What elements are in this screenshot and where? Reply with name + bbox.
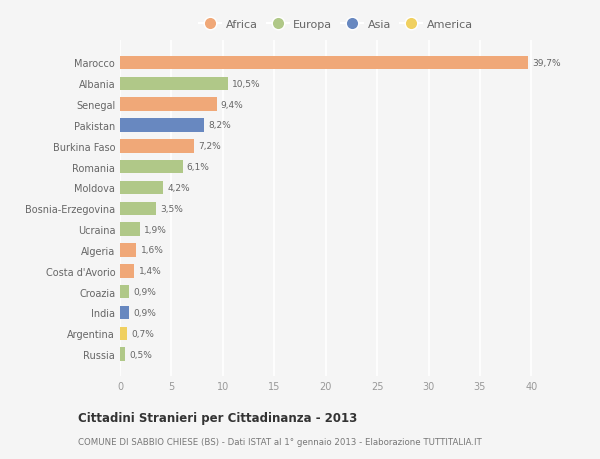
Text: 7,2%: 7,2% [198,142,221,151]
Bar [120,56,529,70]
Legend: Africa, Europa, Asia, America: Africa, Europa, Asia, America [196,17,476,34]
Text: 0,7%: 0,7% [131,329,154,338]
Bar [120,77,228,91]
Text: 1,6%: 1,6% [140,246,163,255]
Bar [120,119,205,133]
Bar [120,161,183,174]
Text: 6,1%: 6,1% [187,163,210,172]
Bar [120,223,140,236]
Bar [120,285,129,299]
Bar [120,306,129,319]
Bar [120,181,163,195]
Text: 8,2%: 8,2% [208,121,231,130]
Bar [120,327,127,341]
Text: 1,4%: 1,4% [139,267,161,276]
Text: 1,9%: 1,9% [143,225,167,234]
Text: Cittadini Stranieri per Cittadinanza - 2013: Cittadini Stranieri per Cittadinanza - 2… [78,411,357,424]
Bar [120,347,125,361]
Text: 0,9%: 0,9% [133,308,156,317]
Text: COMUNE DI SABBIO CHIESE (BS) - Dati ISTAT al 1° gennaio 2013 - Elaborazione TUTT: COMUNE DI SABBIO CHIESE (BS) - Dati ISTA… [78,437,482,446]
Text: 3,5%: 3,5% [160,204,183,213]
Bar [120,244,136,257]
Text: 4,2%: 4,2% [167,184,190,192]
Bar [120,98,217,112]
Text: 39,7%: 39,7% [532,59,561,68]
Bar [120,264,134,278]
Text: 0,9%: 0,9% [133,287,156,297]
Bar [120,140,194,153]
Text: 10,5%: 10,5% [232,79,261,89]
Text: 0,5%: 0,5% [129,350,152,359]
Text: 9,4%: 9,4% [221,101,244,109]
Bar [120,202,156,216]
